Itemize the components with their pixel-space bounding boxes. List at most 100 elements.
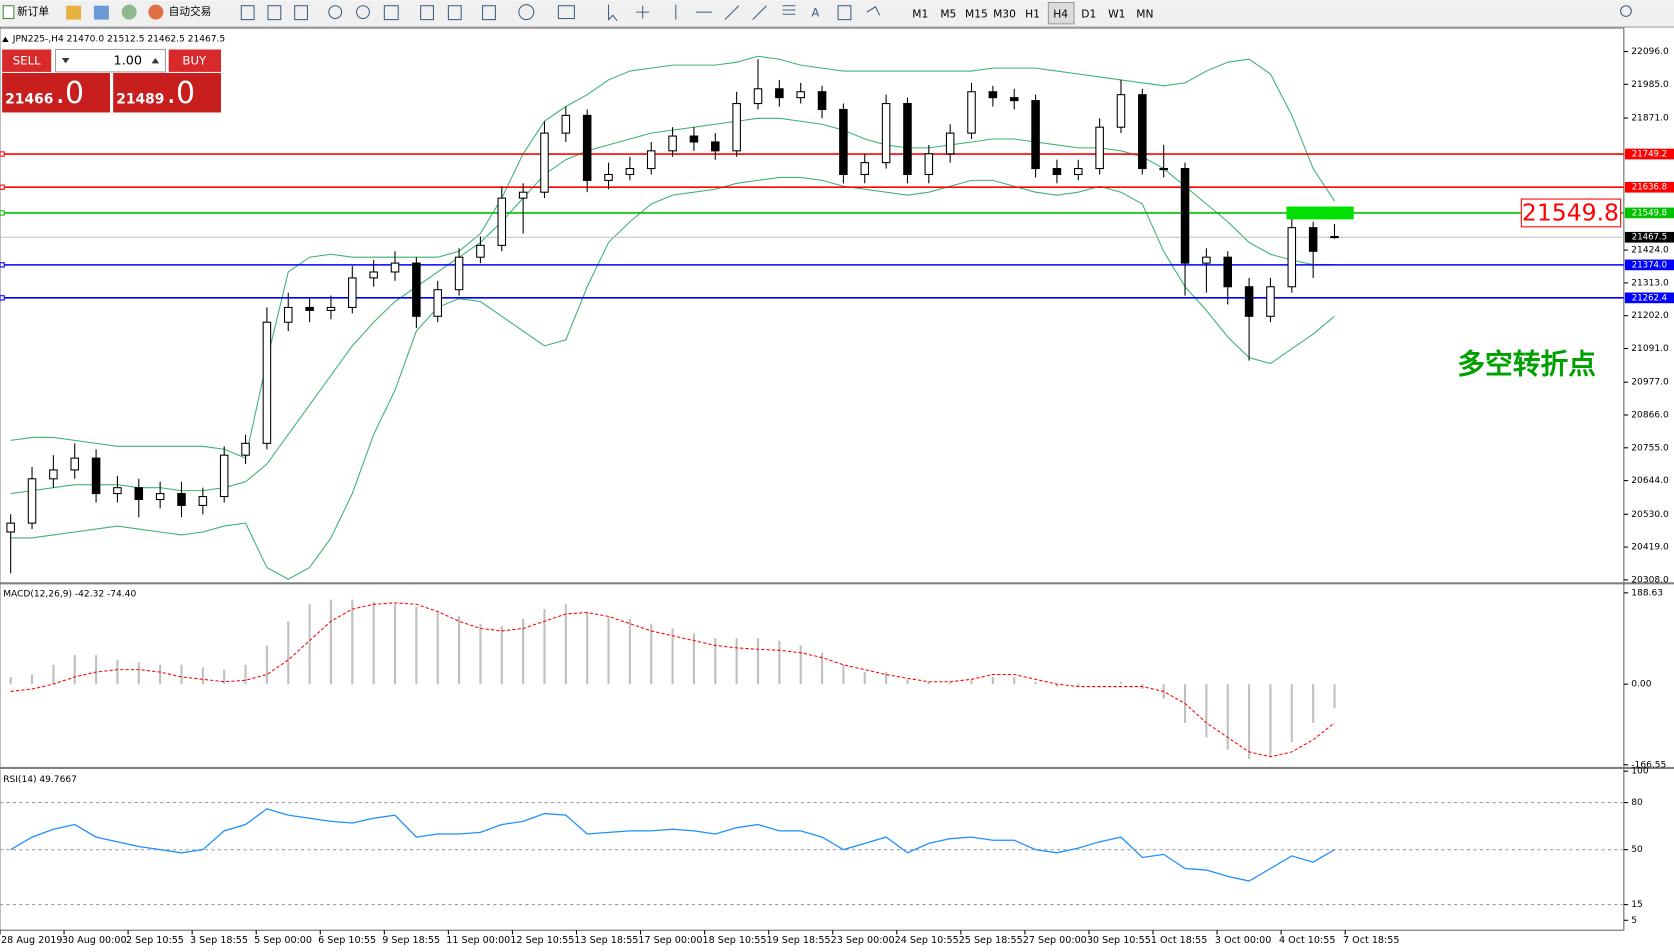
icon[interactable]: [837, 5, 852, 21]
timeframe-button[interactable]: H1: [1025, 7, 1040, 20]
y-tick-label: 20755.0: [1631, 443, 1669, 453]
chart-frame: [0, 27, 1625, 931]
candle-body: [839, 108, 848, 176]
level-label: 21549.8: [1632, 208, 1667, 218]
candle-body: [860, 162, 870, 176]
candle-body: [817, 91, 827, 110]
y-tick-label: 22096.0: [1631, 47, 1669, 57]
y-tick-label: 21985.0: [1631, 80, 1669, 90]
icon[interactable]: [267, 5, 282, 21]
candle-body: [326, 306, 336, 311]
icon[interactable]: [724, 5, 740, 20]
sell-label: SELL: [13, 54, 41, 68]
level-handle: [0, 151, 5, 157]
lot-value: 1.00: [113, 54, 142, 69]
timeframe-button[interactable]: M15: [965, 7, 988, 20]
timeframe-button[interactable]: M30: [993, 7, 1016, 20]
buy-button[interactable]: [168, 49, 221, 72]
icon[interactable]: [557, 5, 575, 20]
icon[interactable]: [240, 5, 255, 21]
x-tick-label: 1 Oct 18:55: [1151, 935, 1207, 946]
icon[interactable]: [636, 5, 650, 19]
icon[interactable]: [66, 5, 82, 20]
timeframe-button[interactable]: MN: [1136, 7, 1153, 20]
candle-body: [369, 271, 378, 279]
timeframe-button[interactable]: W1: [1108, 7, 1125, 20]
candle-body: [497, 197, 507, 246]
candle-body: [1052, 168, 1062, 176]
new-order-button[interactable]: 新订单: [2, 5, 49, 20]
lot-up[interactable]: [151, 58, 160, 64]
icon[interactable]: [866, 6, 881, 16]
timeframe-button[interactable]: M5: [940, 7, 956, 20]
y-tick-label: 80: [1631, 798, 1643, 808]
candle-body: [1223, 256, 1233, 288]
lot-down[interactable]: [61, 58, 70, 64]
text-tool[interactable]: A: [811, 6, 819, 20]
icon[interactable]: [482, 5, 496, 21]
candle-body: [561, 114, 571, 134]
icon[interactable]: [752, 5, 767, 20]
x-tick-label: 19 Sep 18:55: [767, 935, 831, 946]
buy-price-fraction: .0: [167, 76, 196, 111]
icon[interactable]: [518, 4, 535, 21]
candle-body: [241, 442, 250, 456]
y-tick-label: -166.55: [1631, 760, 1666, 770]
icon[interactable]: [294, 5, 309, 21]
level-label-bg: [1624, 259, 1674, 271]
timeframe-button[interactable]: M1: [912, 7, 928, 20]
level-label: 21374.0: [1632, 260, 1667, 270]
x-tick-label: 13 Sep 18:55: [574, 935, 638, 946]
y-tick-label: 21871.0: [1631, 114, 1669, 124]
candle-body: [1308, 227, 1318, 252]
y-tick-label: 21313.0: [1631, 278, 1669, 288]
icon[interactable]: [607, 4, 618, 22]
icon[interactable]: [383, 5, 399, 21]
y-tick-label: 20977.0: [1631, 378, 1669, 388]
lot-input[interactable]: [54, 48, 167, 73]
timeframe-button[interactable]: H4: [1053, 7, 1068, 20]
candle-body: [582, 114, 592, 181]
sell-price-box[interactable]: [2, 72, 110, 113]
search-icon[interactable]: [1620, 5, 1632, 17]
x-tick-label: 2 Sep 10:55: [126, 935, 184, 946]
x-tick-label: 30 Sep 10:55: [1087, 935, 1151, 946]
icon[interactable]: [121, 4, 137, 20]
rsi-line: [10, 808, 1335, 882]
x-tick-label: 30 Aug 00:00: [62, 935, 127, 946]
icon[interactable]: [328, 5, 343, 20]
big-level-label: 21549.8: [1522, 199, 1619, 227]
candle-body: [198, 496, 208, 506]
candle-body: [924, 153, 934, 176]
level-handle: [0, 295, 5, 301]
icon[interactable]: [447, 5, 462, 21]
y-tick-label: 20644.0: [1631, 476, 1669, 486]
candle-body: [540, 132, 549, 193]
sell-button[interactable]: [2, 49, 52, 72]
icon[interactable]: [93, 5, 109, 20]
x-tick-label: 28 Aug 2019: [1, 935, 62, 946]
icon[interactable]: [356, 5, 370, 20]
candle-body: [1138, 94, 1147, 170]
x-tick-label: 9 Sep 18:55: [382, 935, 440, 946]
y-tick-label: 100: [1631, 767, 1649, 777]
candle-body: [454, 256, 464, 291]
candle-body: [967, 91, 976, 134]
x-tick-label: 3 Oct 00:00: [1215, 935, 1271, 946]
icon[interactable]: [782, 5, 796, 15]
x-tick-label: 18 Sep 10:55: [702, 935, 766, 946]
candle-body: [1266, 286, 1275, 317]
candle-body: [476, 244, 485, 258]
auto-trade-button[interactable]: 自动交易: [148, 4, 211, 20]
buy-price-box[interactable]: [113, 72, 221, 113]
buy-label: BUY: [182, 54, 207, 68]
y-tick-label: 0.00: [1631, 680, 1651, 690]
last-price-label: 21467.5: [1632, 233, 1667, 243]
collapse-arrow[interactable]: [2, 36, 9, 43]
icon[interactable]: [420, 5, 434, 21]
timeframe-button[interactable]: D1: [1081, 7, 1096, 20]
level-label-bg: [1624, 148, 1674, 160]
candle-body: [753, 88, 763, 105]
toolbar: 新订单 自动交易: [0, 0, 1674, 28]
candle-body: [305, 306, 314, 311]
